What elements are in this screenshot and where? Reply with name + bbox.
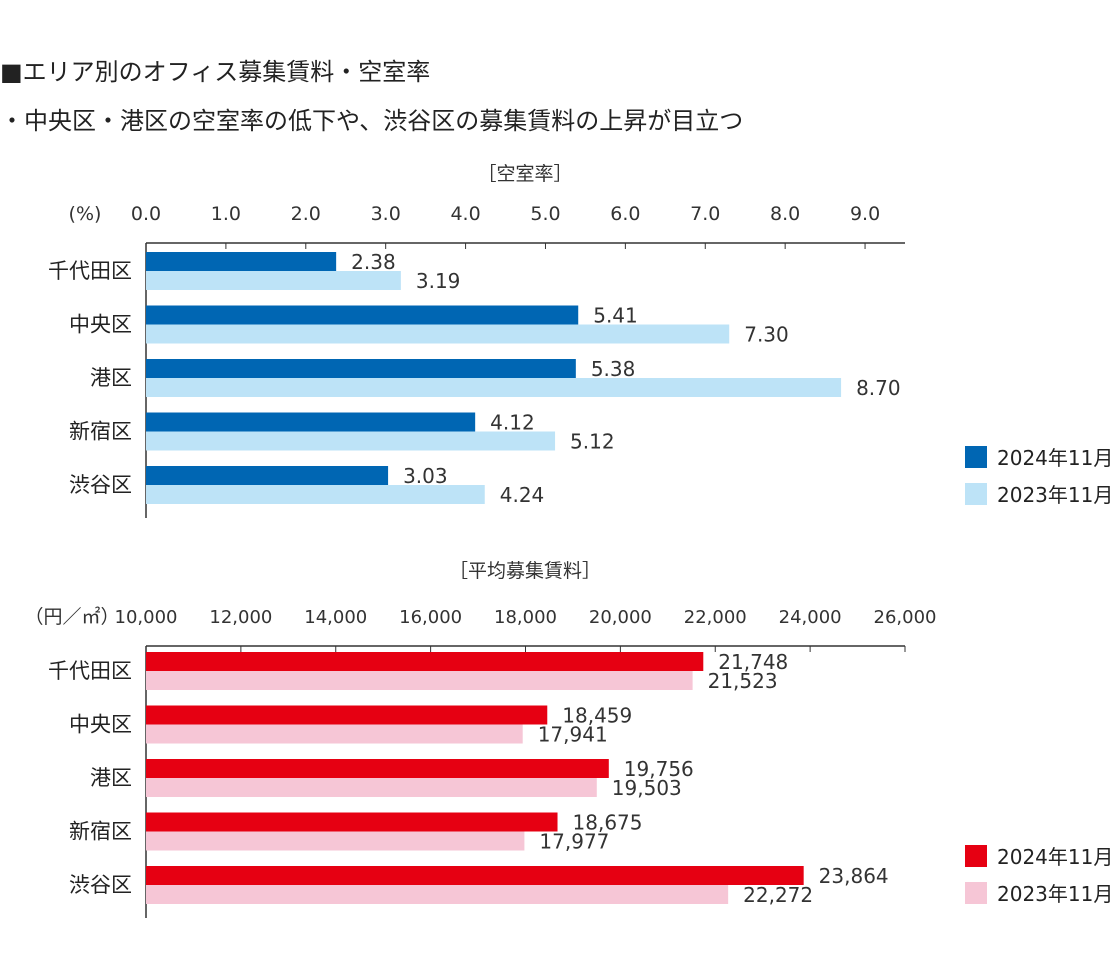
chart-heading: ■エリア別のオフィス募集賃料・空室率 (0, 58, 431, 86)
rent-bar-2024 (146, 705, 548, 725)
vacancy-value-label: 3.19 (416, 269, 461, 293)
vacancy-tick-label: 3.0 (371, 203, 401, 225)
rent-tick-label: 22,000 (684, 607, 747, 628)
rent-bar-2024 (146, 866, 804, 885)
vacancy-value-label: 8.70 (856, 376, 901, 400)
rent-value-label: 17,977 (539, 830, 609, 854)
vacancy-bar-2024 (146, 412, 476, 432)
rent-chart-title: ［平均募集賃料］ (449, 560, 601, 582)
vacancy-bar-2023 (146, 485, 485, 504)
vacancy-tick-label: 9.0 (850, 203, 880, 225)
vacancy-value-label: 5.38 (591, 357, 636, 381)
vacancy-category-label: 中央区 (69, 313, 132, 337)
vacancy-bar-2023 (146, 324, 730, 344)
rent-tick-label: 24,000 (779, 607, 842, 628)
chart-subheading: ・中央区・港区の空室率の低下や、渋谷区の募集賃料の上昇が目立つ (0, 107, 744, 135)
rent-value-label: 19,756 (624, 757, 694, 781)
rent-bar-2024 (146, 652, 704, 671)
vacancy-tick-label: 5.0 (530, 203, 560, 225)
vacancy-category-label: 港区 (90, 366, 132, 390)
rent-bar-2024 (146, 812, 558, 832)
rent-category-label: 新宿区 (69, 820, 132, 844)
vacancy-tick-label: 4.0 (450, 203, 480, 225)
vacancy-value-label: 3.03 (403, 464, 448, 488)
vacancy-value-label: 5.41 (593, 304, 638, 328)
rent-value-label: 18,675 (573, 811, 643, 835)
vacancy-tick-label: 6.0 (610, 203, 640, 225)
vacancy-category-label: 千代田区 (48, 259, 132, 283)
vacancy-tick-label: 0.0 (131, 203, 161, 225)
vacancy-value-label: 2.38 (351, 250, 396, 274)
rent-value-label: 19,503 (612, 776, 682, 800)
vacancy-bar-2023 (146, 431, 556, 451)
rent-legend-label: 2024年11月 (997, 845, 1113, 869)
rent-bar-2024 (146, 759, 609, 778)
vacancy-legend-swatch (965, 483, 987, 505)
rent-legend-swatch (965, 845, 987, 867)
rent-tick-label: 14,000 (304, 607, 367, 628)
rent-tick-label: 16,000 (399, 607, 462, 628)
vacancy-value-label: 4.24 (500, 483, 545, 507)
rent-value-label: 21,748 (718, 650, 788, 674)
rent-value-label: 23,864 (819, 864, 889, 888)
rent-value-label: 17,941 (538, 723, 608, 747)
rent-category-label: 千代田区 (48, 659, 132, 683)
rent-bar-2023 (146, 671, 693, 690)
vacancy-unit-label: (%) (69, 203, 102, 225)
vacancy-category-label: 渋谷区 (69, 473, 132, 497)
vacancy-value-label: 5.12 (570, 430, 615, 454)
rent-unit-label: （円／㎡） (24, 605, 119, 628)
vacancy-bar-2024 (146, 252, 337, 271)
rent-category-label: 中央区 (69, 713, 132, 737)
rent-bar-2023 (146, 885, 729, 904)
rent-category-label: 港区 (90, 766, 132, 790)
rent-bar-2023 (146, 778, 597, 797)
vacancy-legend-label: 2023年11月 (997, 483, 1113, 507)
rent-value-label: 18,459 (562, 704, 632, 728)
rent-bar-2023 (146, 831, 525, 851)
vacancy-bar-2023 (146, 271, 401, 290)
vacancy-bar-2024 (146, 466, 389, 485)
vacancy-chart-title: ［空室率］ (477, 163, 572, 185)
rent-value-label: 21,523 (708, 669, 778, 693)
vacancy-bar-2024 (146, 305, 579, 325)
vacancy-category-label: 新宿区 (69, 420, 132, 444)
rent-tick-label: 10,000 (115, 607, 178, 628)
vacancy-tick-label: 2.0 (291, 203, 321, 225)
vacancy-tick-label: 7.0 (690, 203, 720, 225)
rent-category-label: 渋谷区 (69, 873, 132, 897)
rent-tick-label: 12,000 (209, 607, 272, 628)
rent-bar-2023 (146, 724, 523, 744)
rent-tick-label: 26,000 (874, 607, 937, 628)
vacancy-tick-label: 8.0 (770, 203, 800, 225)
vacancy-bar-2023 (146, 378, 842, 397)
rent-legend-label: 2023年11月 (997, 882, 1113, 906)
vacancy-tick-label: 1.0 (211, 203, 241, 225)
vacancy-value-label: 7.30 (744, 323, 789, 347)
rent-legend-swatch (965, 882, 987, 904)
vacancy-legend-swatch (965, 446, 987, 468)
vacancy-bar-2024 (146, 359, 576, 378)
rent-tick-label: 18,000 (494, 607, 557, 628)
rent-value-label: 22,272 (743, 883, 813, 907)
vacancy-value-label: 4.12 (490, 411, 535, 435)
rent-tick-label: 20,000 (589, 607, 652, 628)
vacancy-legend-label: 2024年11月 (997, 446, 1113, 470)
